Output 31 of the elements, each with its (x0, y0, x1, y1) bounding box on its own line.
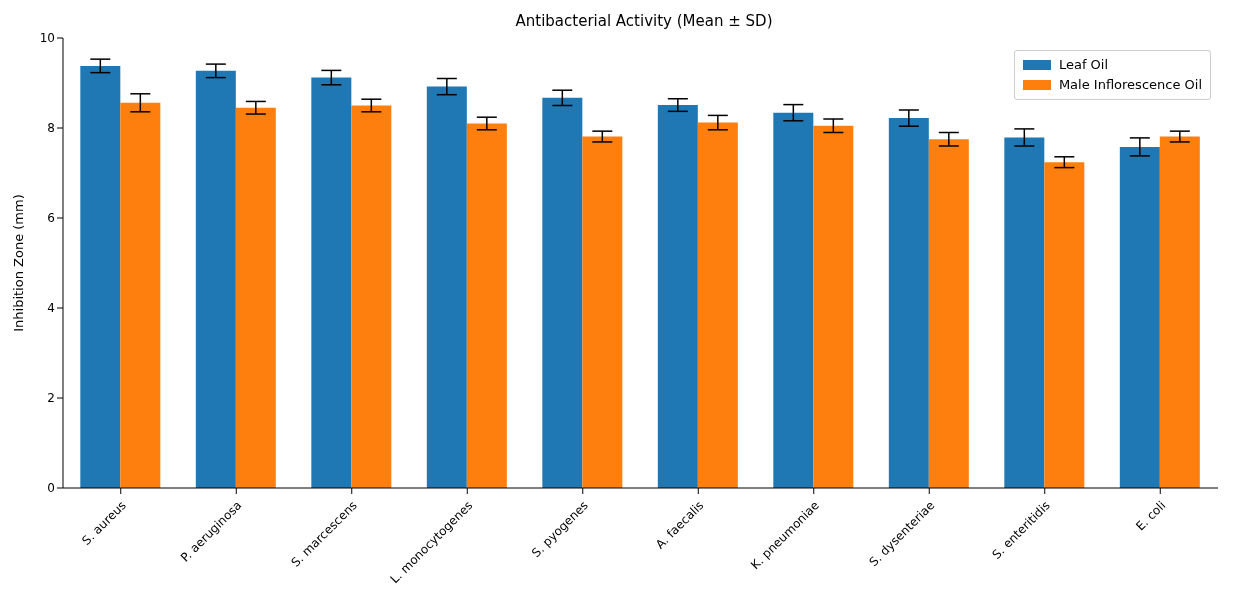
y-tick-label: 0 (47, 481, 55, 496)
bar (195, 70, 236, 488)
y-tick-label: 6 (47, 211, 55, 226)
bar (235, 107, 276, 488)
legend-label: Male Inflorescence Oil (1058, 76, 1202, 94)
bar (773, 112, 814, 488)
bar (928, 139, 969, 488)
y-tick-label: 4 (47, 301, 55, 316)
bar (426, 86, 467, 488)
bar (80, 65, 121, 488)
bar (582, 136, 623, 488)
bar (542, 97, 583, 488)
bar (351, 105, 392, 488)
bar (120, 102, 161, 488)
bar (1159, 136, 1200, 488)
bar (311, 77, 352, 488)
bar (888, 118, 929, 488)
y-tick-label: 2 (47, 391, 55, 406)
bar (657, 105, 698, 488)
y-axis-title: Inhibition Zone (mm) (10, 194, 26, 332)
chart-title: Antibacterial Activity (Mean ± SD) (514, 12, 774, 30)
bar (466, 123, 507, 488)
bar (1044, 162, 1085, 488)
bar (697, 122, 738, 488)
legend-label: Leaf Oil (1058, 56, 1109, 74)
bar (1004, 137, 1045, 488)
bar (1119, 146, 1160, 488)
x-tick-label: E. coli (1133, 498, 1169, 534)
y-tick-label: 8 (47, 121, 55, 136)
y-tick-label: 10 (39, 31, 55, 46)
bar (813, 125, 854, 488)
